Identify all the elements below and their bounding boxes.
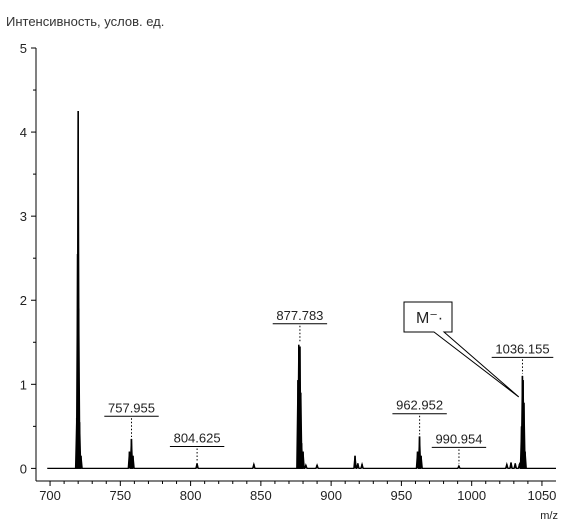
y-tick-label: 2 xyxy=(20,293,27,308)
x-tick-label: 1000 xyxy=(457,488,486,503)
peak-label: 804.625 xyxy=(174,431,221,446)
x-tick-label: 950 xyxy=(391,488,413,503)
y-axis-title: Интенсивность, услов. ед. xyxy=(6,14,165,29)
callouts: M⁻· xyxy=(403,301,520,398)
x-tick-label: 850 xyxy=(250,488,272,503)
x-tick-label: 900 xyxy=(320,488,342,503)
spectrum-line xyxy=(47,111,556,470)
y-tick-label: 4 xyxy=(20,125,27,140)
peak-labels: 757.955 804.625 877.783 962.952 990.954 1036.… xyxy=(104,308,554,464)
peak-label: 962.952 xyxy=(396,398,443,413)
y-tick-label: 3 xyxy=(20,209,27,224)
peak-label: 757.955 xyxy=(108,400,155,415)
y-tick-label: 0 xyxy=(20,461,27,476)
x-tick-label: 700 xyxy=(39,488,61,503)
ticks: 700 750 800 850 900 950 1000 1050 0 1 2 3 4 5 m/z xyxy=(20,41,558,522)
y-tick-label: 5 xyxy=(20,41,27,56)
peak-label: 1036.155 xyxy=(495,341,549,356)
spectrum-trace xyxy=(47,111,556,470)
callout-label: M⁻· xyxy=(416,310,443,327)
x-axis-title: m/z xyxy=(540,510,558,522)
y-tick-label: 1 xyxy=(20,377,27,392)
x-tick-label: 1050 xyxy=(527,488,556,503)
x-tick-label: 800 xyxy=(180,488,202,503)
x-tick-label: 750 xyxy=(109,488,131,503)
peak-label: 877.783 xyxy=(276,308,323,323)
callout-box xyxy=(403,301,520,398)
peak-label: 990.954 xyxy=(435,431,482,446)
axes xyxy=(35,48,556,482)
